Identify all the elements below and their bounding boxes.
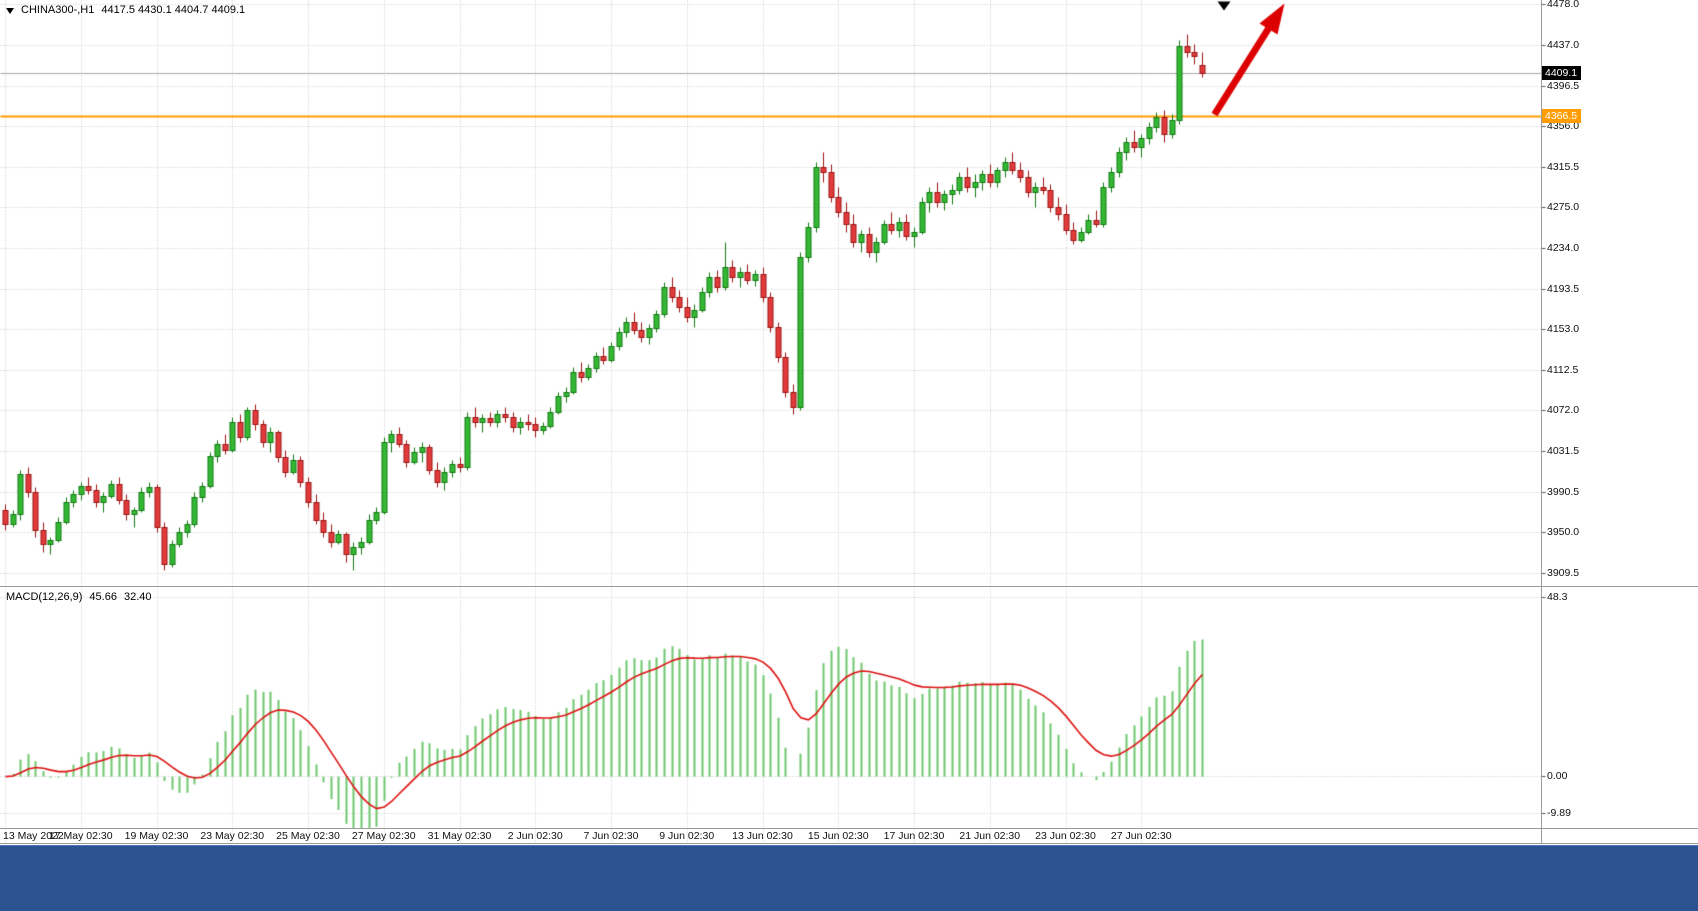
macd-signal-value: 32.40 bbox=[123, 591, 152, 603]
time-axis-separator bbox=[0, 843, 1698, 844]
current-price-tag: 4409.1 bbox=[1542, 65, 1582, 80]
macd-main-value: 45.66 bbox=[89, 591, 117, 603]
macd-header: MACD(12,26,9) 45.66 32.40 bbox=[6, 591, 151, 603]
panel-separator-bottom bbox=[0, 828, 1698, 829]
chart-header: CHINA300-,H1 4417.5 4430.1 4404.7 4409.1 bbox=[6, 4, 245, 16]
symbol-title: CHINA300-,H1 bbox=[21, 4, 95, 16]
ohlc-values: 4417.5 4430.1 4404.7 4409.1 bbox=[101, 4, 246, 16]
symbol-dropdown-icon[interactable] bbox=[6, 7, 14, 14]
taskbar[interactable] bbox=[0, 845, 1698, 911]
macd-label: MACD(12,26,9) bbox=[6, 591, 83, 603]
panel-separator-top[interactable] bbox=[0, 586, 1698, 587]
price-axis-separator bbox=[1541, 0, 1542, 844]
hline-price-tag: 4366.5 bbox=[1542, 108, 1582, 123]
